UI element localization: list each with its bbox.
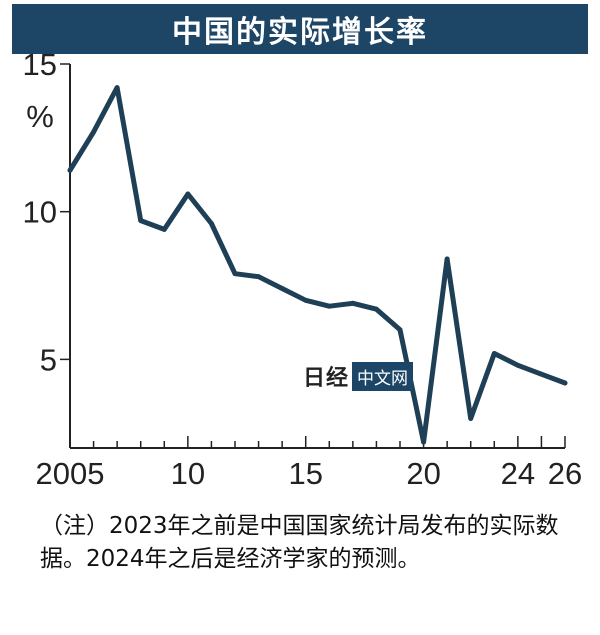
data-point	[515, 362, 521, 368]
watermark-logo: 日经	[303, 365, 350, 391]
watermark-badge: 中文网	[352, 361, 414, 391]
data-point	[468, 416, 474, 421]
data-point	[91, 129, 96, 135]
data-point	[350, 300, 356, 306]
data-point	[562, 380, 568, 386]
data-point	[421, 439, 426, 445]
data-point	[303, 297, 309, 303]
data-point	[209, 221, 214, 226]
x-tick-label: 26	[548, 456, 582, 491]
x-tick-label: 10	[171, 456, 205, 491]
data-point	[397, 327, 403, 333]
data-point	[256, 274, 261, 280]
data-point	[491, 351, 497, 356]
series-line	[67, 85, 568, 445]
y-axis-unit: %	[26, 99, 54, 134]
data-point	[161, 227, 167, 232]
data-point	[326, 303, 332, 309]
y-tick-label: 10	[23, 195, 57, 230]
data-point	[185, 191, 191, 197]
y-tick-label: 15	[23, 54, 57, 82]
y-ticks: 15 10 5	[23, 54, 70, 377]
watermark: 日经 中文网	[303, 361, 414, 391]
series-layer	[67, 85, 568, 445]
data-point	[114, 85, 120, 91]
axes	[69, 64, 565, 449]
x-ticks: 2005 10 15 20 24 26	[36, 436, 582, 491]
x-tick-label: 24	[501, 456, 535, 491]
footnote: （注）2023年之前是中国国家统计局发布的实际数据。2024年之后是经济学家的预…	[40, 513, 559, 572]
chart-title: 中国的实际增长率	[12, 4, 588, 54]
data-point	[67, 167, 73, 173]
data-point	[232, 271, 238, 277]
data-point	[279, 286, 285, 291]
x-tick-label: 20	[406, 456, 440, 491]
y-tick-label: 5	[40, 342, 57, 377]
data-point	[444, 256, 450, 262]
x-tick-label: 15	[288, 456, 322, 491]
data-point	[138, 218, 144, 223]
ylabel-layer: %	[26, 99, 54, 134]
x-tick-label: 2005	[36, 456, 105, 491]
data-point	[374, 306, 379, 312]
data-point	[539, 371, 544, 377]
chart-area: 2005 10 15 20 24 26 15 10 5 %	[23, 54, 583, 491]
